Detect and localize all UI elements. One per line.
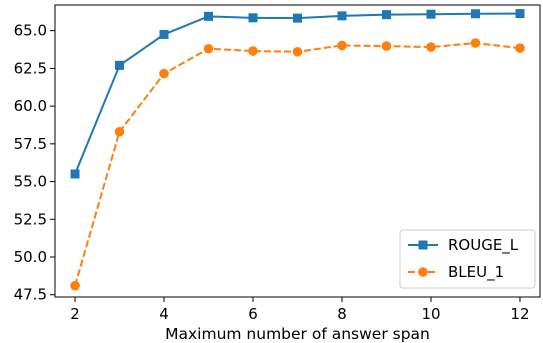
- y-tick-label: 65.0: [14, 22, 47, 40]
- bleu-1-point: [292, 46, 303, 57]
- x-axis-label: Maximum number of answer span: [165, 325, 430, 343]
- rouge-l-point: [470, 9, 480, 19]
- x-tick-label: 10: [421, 305, 440, 323]
- y-tick-label: 57.5: [14, 135, 47, 153]
- y-tick-label: 50.0: [14, 248, 47, 266]
- bleu-1-point: [248, 46, 258, 56]
- legend-bleu-1-label: BLEU_1: [448, 263, 504, 282]
- rouge-l-point: [337, 11, 347, 21]
- bleu-1-point: [114, 126, 125, 137]
- rouge-l-point: [248, 13, 258, 23]
- bleu-1-point: [159, 68, 169, 79]
- x-axis-ticks: 2 4 6 8 10 12: [70, 297, 530, 323]
- x-tick-label: 2: [70, 305, 80, 323]
- rouge-l-point: [115, 60, 125, 70]
- bleu-1-point: [337, 40, 347, 51]
- rouge-l-point: [70, 169, 80, 179]
- rouge-l-point: [204, 11, 214, 21]
- y-tick-label: 60.0: [14, 97, 47, 115]
- x-tick-label: 8: [337, 305, 347, 323]
- rouge-l-point: [515, 9, 525, 19]
- rouge-l-point: [159, 29, 169, 39]
- x-tick-label: 6: [248, 305, 258, 323]
- y-tick-label: 55.0: [14, 173, 47, 191]
- y-tick-label: 62.5: [14, 59, 47, 77]
- bleu-1-point: [203, 43, 214, 54]
- rouge-l-point: [426, 9, 436, 19]
- bleu-1-point: [426, 42, 436, 52]
- x-tick-label: 12: [510, 305, 529, 323]
- bleu-1-point: [470, 38, 481, 48]
- bleu-1-point: [70, 280, 80, 291]
- y-tick-label: 52.5: [14, 210, 47, 228]
- series-layer: [70, 9, 525, 291]
- x-tick-label: 4: [159, 305, 169, 323]
- bleu-1-point: [515, 43, 525, 53]
- legend-bleu-1-marker: [418, 267, 428, 277]
- y-tick-label: 47.5: [14, 286, 47, 304]
- legend-rouge-l-marker: [418, 240, 428, 250]
- legend-rouge-l-label: ROUGE_L: [448, 236, 519, 255]
- plot-frame: [54, 4, 541, 298]
- legend: ROUGE_L BLEU_1: [399, 229, 536, 289]
- bleu-1-point: [381, 41, 392, 51]
- y-axis-ticks: 47.5 50.0 52.5 55.0 57.5 60.0 62.5 65.0: [14, 22, 55, 304]
- rouge-l-point: [293, 13, 302, 23]
- rouge-l-point: [381, 10, 391, 20]
